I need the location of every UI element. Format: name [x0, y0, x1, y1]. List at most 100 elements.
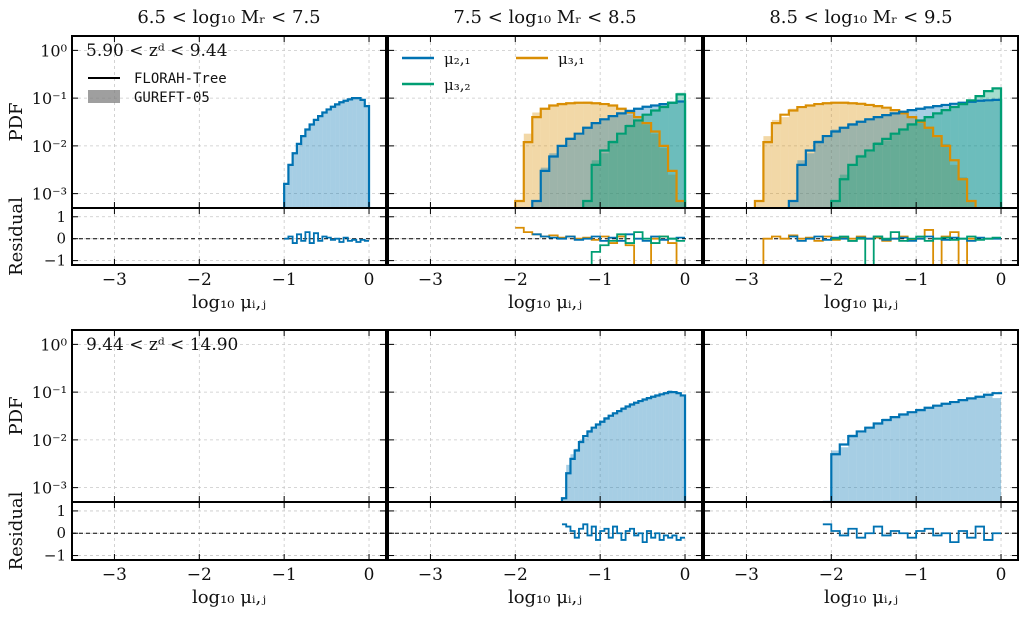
- x-tick-label: −1: [588, 270, 613, 290]
- residual-layer: [704, 229, 1018, 265]
- gureft-bar: [754, 201, 764, 208]
- gureft-bar: [292, 153, 297, 208]
- gureft-bar: [839, 174, 849, 208]
- gureft-bar: [950, 164, 959, 208]
- gureft-bar: [330, 107, 336, 208]
- residual-step-line: [831, 231, 1002, 265]
- x-axis-label: log₁₀ μᵢ,ⱼ: [824, 587, 898, 608]
- florah-tree-step-line: [531, 100, 687, 208]
- panel-r1-c2: −3 −2 −1 0 log₁₀ μᵢ,ⱼ: [703, 329, 1019, 608]
- gureft-bar: [347, 99, 353, 208]
- gureft-bar: [651, 397, 656, 502]
- gureft-bar: [288, 163, 293, 208]
- y-tick-label: 1: [56, 502, 66, 520]
- florah-tree-step-line: [822, 392, 1003, 502]
- x-tick-label: −1: [272, 565, 297, 585]
- residual-layer: [388, 226, 702, 265]
- y-tick-label: 10⁻³: [32, 479, 67, 498]
- gureft-bar: [668, 102, 677, 208]
- x-tick-label: 0: [680, 270, 691, 290]
- y-axis-label-pdf: PDF: [6, 396, 27, 435]
- gureft-bar: [992, 100, 1002, 208]
- gureft-bar: [916, 108, 925, 208]
- y-tick-label: 1: [56, 208, 66, 226]
- series-legend: μ₂,₁ μ₃,₁ μ₃,₂: [402, 50, 585, 94]
- main-panel-frame: [71, 329, 387, 503]
- y-tick-label: −1: [44, 547, 66, 565]
- x-tick-label: −2: [503, 270, 528, 290]
- gureft-bar: [617, 412, 622, 502]
- gureft-bar: [992, 398, 1002, 502]
- gureft-bar: [941, 105, 951, 208]
- x-tick-label: −1: [272, 270, 297, 290]
- gureft-bar: [805, 104, 815, 208]
- gureft-bar: [924, 408, 934, 502]
- gureft-bar: [890, 417, 900, 502]
- gureft-bar: [566, 137, 575, 208]
- residual-panel-frame: [387, 501, 703, 561]
- gureft-bar: [515, 201, 524, 208]
- florah-tree-step-line: [830, 87, 1003, 208]
- gureft-bar: [646, 397, 652, 502]
- gureft-bar: [933, 404, 942, 502]
- gureft-bar: [625, 111, 635, 208]
- gureft-bar: [621, 407, 626, 502]
- panel-r0-c2: −3 −2 −1 0 log₁₀ μᵢ,ⱼ: [703, 35, 1019, 313]
- gureft-bar: [814, 140, 823, 208]
- gureft-bar: [600, 105, 609, 208]
- gureft-bar: [984, 100, 993, 208]
- gureft-bar: [600, 153, 609, 208]
- x-tick-label: −3: [734, 270, 759, 290]
- gureft-bar: [322, 112, 327, 208]
- y-tick-label: 10⁻¹: [32, 383, 67, 402]
- residual-step-line: [284, 231, 370, 244]
- gureft-bar: [967, 201, 976, 208]
- gureft-bar: [583, 101, 592, 208]
- gureft-bar: [638, 400, 643, 502]
- gureft-bar: [549, 153, 558, 208]
- gureft-bar: [595, 423, 601, 502]
- gureft-bar: [882, 114, 891, 208]
- legend-series-label: μ₃,₁: [558, 50, 585, 68]
- gureft-bar: [967, 100, 976, 208]
- gureft-bar: [899, 114, 908, 208]
- gureft-bar: [583, 437, 588, 502]
- gureft-bar: [309, 123, 314, 208]
- gureft-bar: [587, 430, 592, 502]
- gureft-bar: [591, 428, 596, 502]
- gureft-bar: [608, 117, 618, 208]
- gureft-bar: [933, 105, 942, 208]
- column-title: 6.5 < log₁₀ Mᵣ < 7.5: [137, 7, 320, 28]
- gureft-bar: [523, 133, 533, 208]
- gureft-bar: [617, 112, 626, 208]
- residual-panel-frame: [71, 207, 387, 266]
- gureft-bar: [865, 151, 874, 208]
- residual-layer: [704, 523, 1018, 544]
- gureft-bar: [882, 108, 891, 208]
- gureft-bar: [583, 201, 592, 208]
- column-title: 7.5 < log₁₀ Mᵣ < 8.5: [453, 7, 636, 28]
- x-axis-label: log₁₀ μᵢ,ⱼ: [192, 587, 266, 608]
- y-axis-label-pdf: PDF: [6, 102, 27, 141]
- gureft-bar: [617, 134, 626, 208]
- x-tick-label: 0: [680, 565, 691, 585]
- gureft-bar: [924, 116, 934, 208]
- residual-panel-frame: [387, 207, 703, 266]
- gureft-bar: [343, 100, 348, 208]
- gureft-bar: [839, 128, 849, 208]
- gureft-bar: [873, 424, 883, 502]
- residual-panel-frame: [703, 501, 1019, 561]
- gureft-bar: [924, 126, 934, 208]
- gureft-bar: [882, 418, 891, 502]
- gureft-bar: [574, 102, 584, 208]
- gureft-bar: [651, 111, 660, 208]
- gureft-bar: [814, 105, 823, 208]
- florah-tree-step-line: [582, 93, 687, 208]
- gureft-bar: [797, 160, 806, 208]
- plot-area: 6.5 < log₁₀ Mᵣ < 7.5 7.5 < log₁₀ Mᵣ < 8.5…: [6, 7, 1019, 608]
- x-axis-label: log₁₀ μᵢ,ⱼ: [192, 292, 266, 313]
- gureft-bar: [992, 87, 1002, 208]
- gureft-bar: [848, 165, 857, 208]
- gureft-bar: [557, 102, 567, 208]
- panel-r0-c1: −3 −2 −1 0 log₁₀ μᵢ,ⱼ: [387, 35, 703, 313]
